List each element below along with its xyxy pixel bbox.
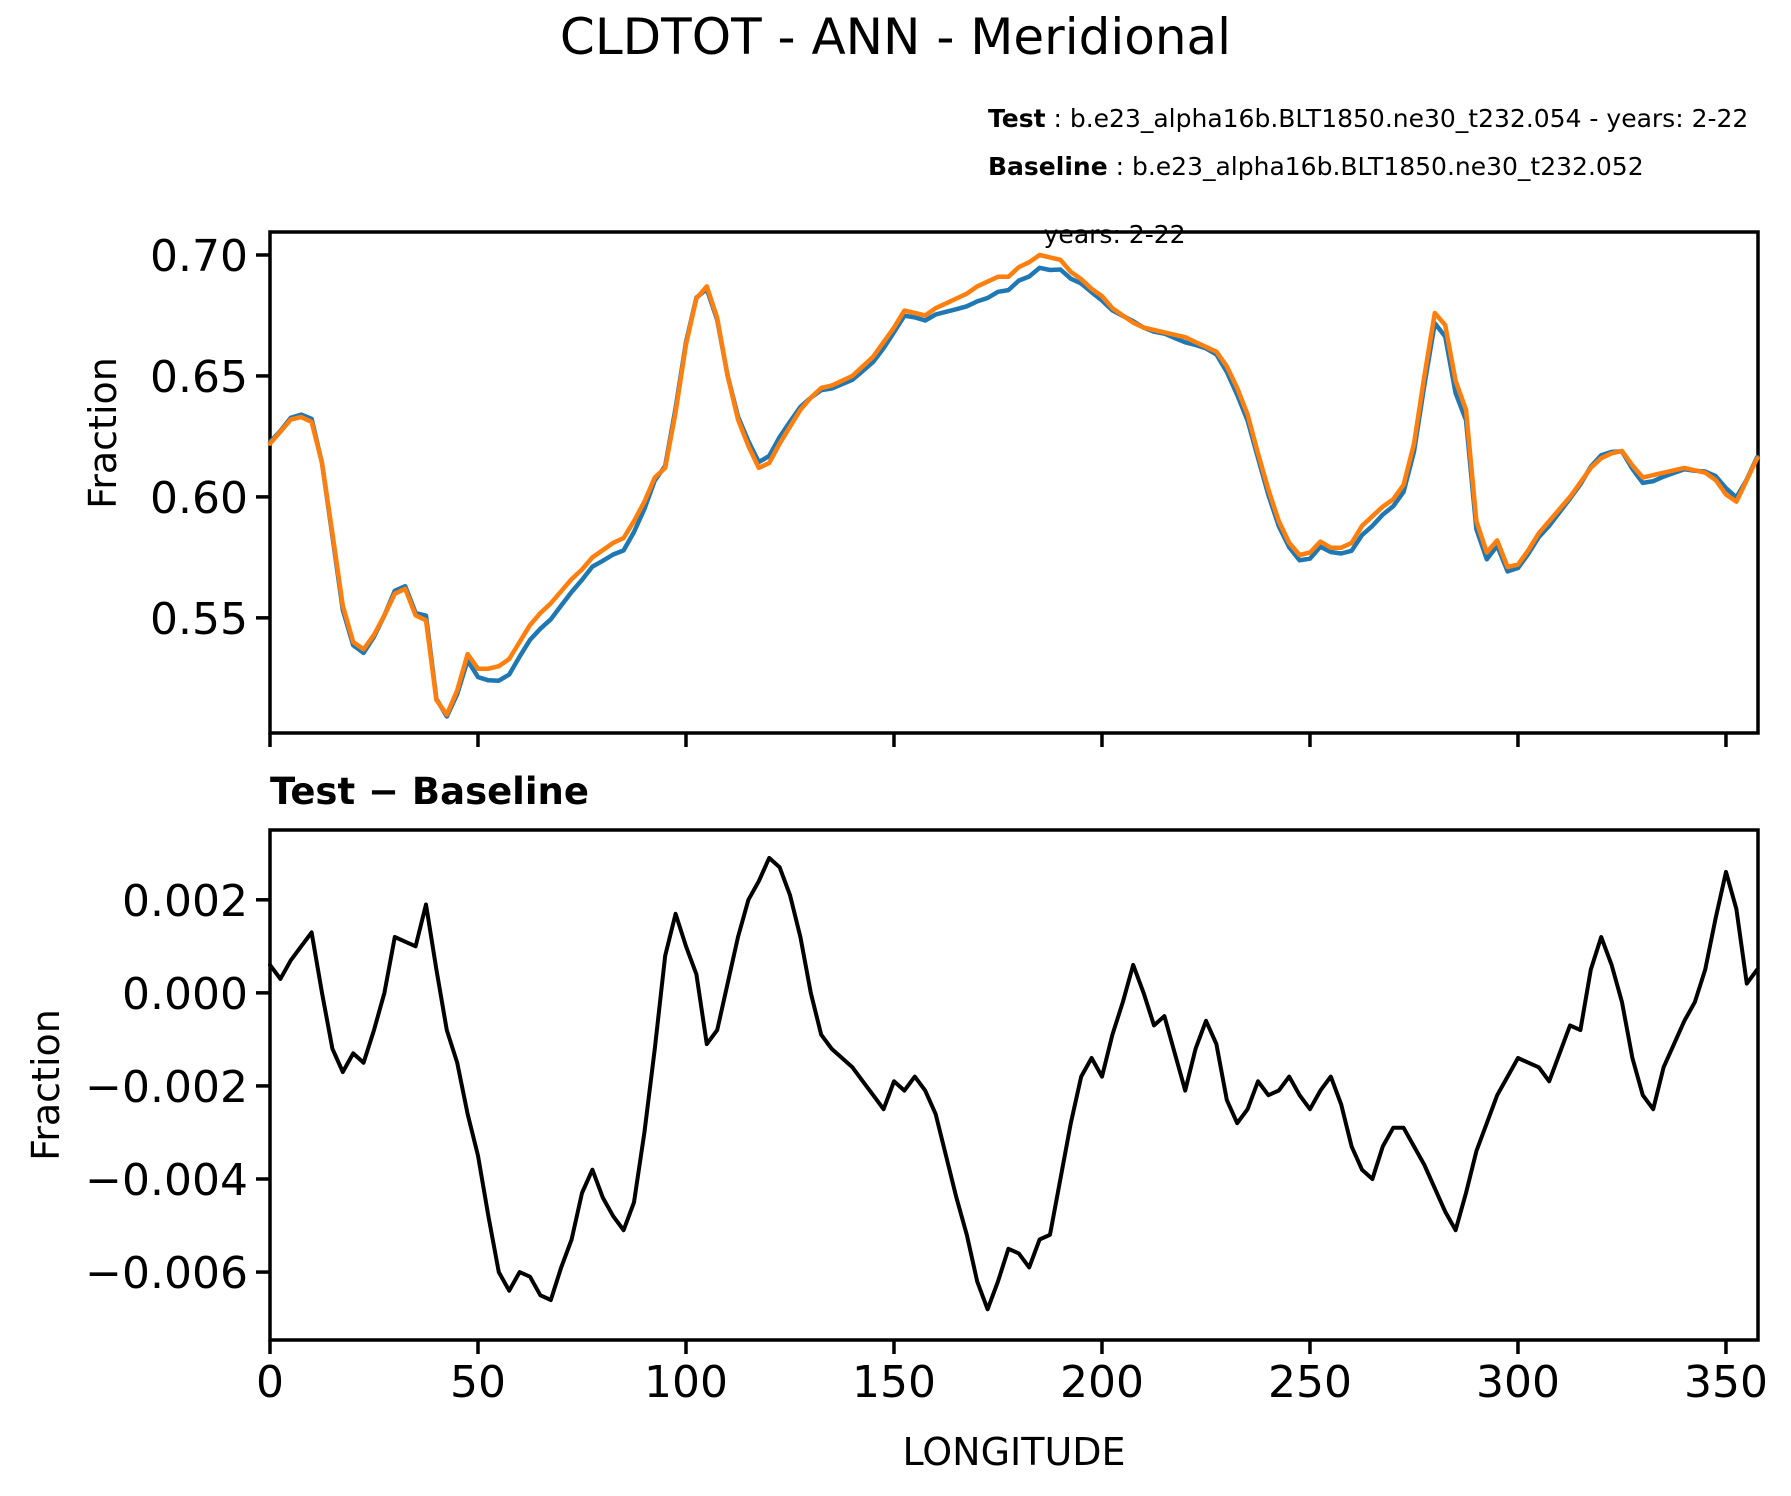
legend-test-name: Test <box>988 104 1046 133</box>
y-tick-label: 0.60 <box>150 473 248 524</box>
legend-entry-test: Test : b.e23_alpha16b.BLT1850.ne30_t232.… <box>988 102 1748 136</box>
series-line-test <box>267 265 1760 719</box>
legend-entry-baseline: Baseline : b.e23_alpha16b.BLT1850.ne30_t… <box>988 150 1644 252</box>
y-tick-label: −0.006 <box>85 1248 248 1299</box>
x-tick-label: 150 <box>852 1357 936 1408</box>
legend-baseline-desc: : b.e23_alpha16b.BLT1850.ne30_t232.052 <box>1107 152 1644 181</box>
y-tick-label: 0.65 <box>150 352 248 403</box>
x-axis-label: LONGITUDE <box>902 1430 1126 1474</box>
top-y-axis-label: Fraction <box>81 357 125 509</box>
axes-box <box>268 828 1760 1342</box>
series-line-baseline <box>267 252 1760 717</box>
x-tick-label: 0 <box>256 1357 284 1408</box>
x-tick-label: 100 <box>644 1357 728 1408</box>
bottom-y-axis-label: Fraction <box>24 1009 68 1161</box>
legend-swatch-baseline <box>913 189 971 197</box>
x-tick-label: 350 <box>1684 1357 1768 1408</box>
y-tick-label: 0.002 <box>122 876 248 927</box>
x-tick-label: 250 <box>1268 1357 1352 1408</box>
axes-box <box>268 230 1760 735</box>
x-tick-label: 50 <box>450 1357 506 1408</box>
legend-baseline-desc-line2: years: 2-22 <box>1043 220 1186 249</box>
legend-swatch-test <box>913 130 971 138</box>
y-tick-label: 0.70 <box>150 231 248 282</box>
y-tick-label: 0.000 <box>122 969 248 1020</box>
x-tick-label: 300 <box>1476 1357 1560 1408</box>
y-tick-label: −0.004 <box>85 1155 248 1206</box>
y-tick-label: 0.55 <box>150 594 248 645</box>
series-line-test-baseline <box>268 855 1760 1312</box>
x-tick-label: 200 <box>1060 1357 1144 1408</box>
legend-baseline-name: Baseline <box>988 152 1108 181</box>
figure-title: CLDTOT - ANN - Meridional <box>559 8 1232 66</box>
legend-test-desc: : b.e23_alpha16b.BLT1850.ne30_t232.054 -… <box>1045 104 1749 133</box>
diff-panel-title: Test − Baseline <box>270 770 589 813</box>
y-tick-label: −0.002 <box>85 1062 248 1113</box>
